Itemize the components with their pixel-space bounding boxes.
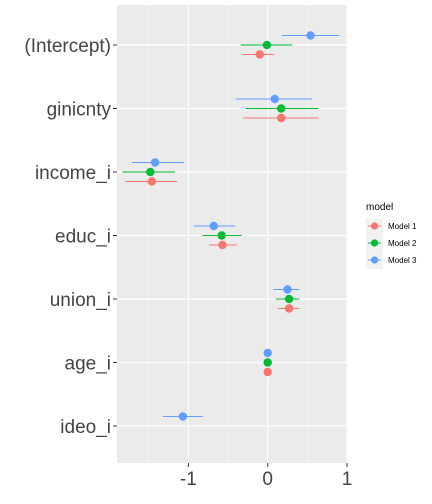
legend-entry-label: Model 2 bbox=[388, 239, 417, 248]
estimate-point bbox=[262, 40, 272, 50]
legend-key-point bbox=[370, 222, 379, 230]
x-tick-label: 0 bbox=[262, 469, 273, 490]
estimate-point bbox=[276, 104, 286, 113]
estimate-point bbox=[147, 177, 157, 186]
y-tick-label: income_i bbox=[35, 163, 111, 184]
estimate-point bbox=[263, 348, 272, 358]
estimate-point bbox=[276, 113, 286, 123]
estimate-point bbox=[255, 50, 264, 59]
y-tick-label: ideo_i bbox=[60, 417, 111, 438]
estimate-point bbox=[217, 231, 226, 240]
y-tick-label: (Intercept) bbox=[24, 36, 111, 57]
y-tick-label: union_i bbox=[50, 290, 111, 311]
y-tick-label: ginicnty bbox=[47, 100, 112, 121]
estimate-point bbox=[284, 294, 294, 304]
legend-key-point bbox=[370, 256, 379, 264]
legend-key-point bbox=[370, 239, 379, 247]
estimate-point bbox=[209, 221, 218, 231]
legend: model Model 1 Model 2 Model 3 bbox=[366, 202, 417, 269]
estimate-point bbox=[150, 158, 160, 167]
x-tick-label: 1 bbox=[342, 469, 353, 490]
estimate-point bbox=[263, 358, 272, 367]
estimate-point bbox=[146, 167, 155, 177]
estimate-point bbox=[270, 94, 280, 104]
panel-background bbox=[117, 5, 347, 463]
axis-ticks: (Intercept) ginicnty income_i educ_i union_i… bbox=[24, 36, 352, 490]
estimate-point bbox=[263, 367, 272, 377]
data-marks bbox=[122, 31, 340, 421]
estimate-point bbox=[306, 31, 315, 40]
y-tick-label: age_i bbox=[65, 354, 112, 375]
x-tick-label: -1 bbox=[180, 469, 197, 490]
estimate-point bbox=[283, 285, 292, 294]
estimate-point bbox=[218, 240, 227, 250]
estimate-point bbox=[178, 412, 188, 421]
grid-lines bbox=[117, 5, 348, 463]
y-tick-label: educ_i bbox=[55, 227, 111, 248]
estimate-point bbox=[284, 304, 294, 313]
legend-title: model bbox=[366, 202, 393, 213]
legend-entry-label: Model 1 bbox=[388, 222, 417, 231]
legend-entry-label: Model 3 bbox=[388, 256, 417, 265]
